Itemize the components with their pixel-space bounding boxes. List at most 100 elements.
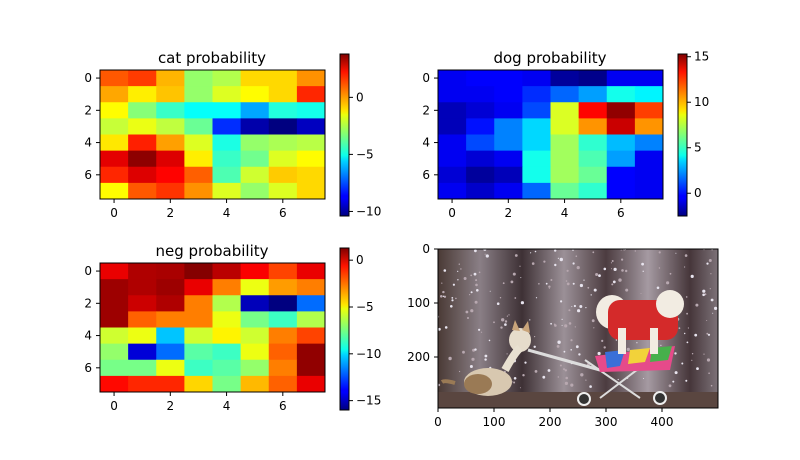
sparkle-dot — [504, 320, 508, 323]
x-tick-label: 0 — [110, 399, 118, 413]
sparkle-dot — [530, 252, 532, 254]
sparkle-dot — [455, 297, 457, 300]
cat-heatmap-frame — [99, 69, 326, 200]
sparkle-dot — [611, 260, 614, 262]
neg-cell-r2-c4 — [212, 295, 242, 312]
x-tick-label: 200 — [539, 415, 562, 429]
sparkle-dot — [564, 324, 568, 328]
y-tick-label: 4 — [84, 136, 92, 150]
cat-cell-r5-c4 — [212, 150, 242, 168]
neg-cell-r0-c5 — [240, 263, 270, 280]
neg-cell-r3-c4 — [212, 311, 242, 328]
cat-cell-r6-c0 — [100, 166, 129, 184]
sparkle-dot — [478, 271, 481, 274]
cat-cell-r4-c2 — [156, 134, 185, 152]
photo-panel: 0 100 200 300 400 0 100 200 — [407, 242, 719, 429]
sparkle-dot — [452, 283, 455, 286]
cat-cell-r3-c2 — [156, 118, 185, 135]
sparkle-dot — [441, 282, 443, 284]
sparkle-dot — [640, 293, 642, 294]
sparkle-dot — [564, 369, 567, 372]
cat-cell-r3-c7 — [296, 118, 326, 135]
cat-cell-r7-c5 — [240, 182, 270, 200]
dog-cell-r3-c1 — [466, 118, 495, 135]
dog-cell-r6-c3 — [522, 166, 551, 184]
sparkle-dot — [442, 290, 445, 294]
sparkle-dot — [625, 288, 629, 292]
cat-cell-r0-c5 — [240, 70, 270, 87]
sparkle-dot — [686, 312, 688, 315]
sparkle-dot — [660, 344, 662, 346]
sparkle-dot — [512, 272, 516, 276]
sparkle-dot — [450, 305, 453, 308]
cat-cell-r4-c0 — [100, 134, 129, 152]
sparkle-dot — [572, 282, 575, 285]
neg-cell-r2-c1 — [128, 295, 157, 312]
sparkle-dot — [496, 302, 500, 306]
sparkle-dot — [534, 336, 536, 338]
sparkle-dot — [710, 273, 712, 275]
neg-cell-r5-c1 — [128, 343, 157, 361]
y-tick-label: 2 — [422, 103, 430, 117]
sparkle-dot — [615, 339, 618, 341]
sparkle-dot — [438, 327, 441, 331]
sparkle-dot — [504, 323, 507, 326]
sparkle-dot — [470, 274, 473, 277]
sparkle-dot — [484, 253, 486, 255]
sparkle-dot — [465, 310, 469, 314]
x-tick-label: 100 — [483, 415, 506, 429]
neg-cell-r7-c3 — [184, 375, 213, 393]
sparkle-dot — [519, 265, 521, 267]
cat-cell-r3-c6 — [268, 118, 298, 135]
dog-cell-r1-c2 — [494, 86, 523, 103]
sparkle-dot — [707, 333, 711, 336]
cat-cell-r0-c7 — [296, 70, 326, 87]
sparkle-dot — [674, 352, 677, 355]
sparkle-dot — [559, 257, 563, 262]
cat-cell-r0-c4 — [212, 70, 242, 87]
dog-cell-r7-c5 — [578, 182, 608, 200]
neg-cell-r0-c0 — [100, 263, 129, 280]
sparkle-dot — [473, 272, 477, 276]
sparkle-dot — [593, 288, 597, 292]
neg-cell-r3-c3 — [184, 311, 213, 328]
sparkle-dot — [513, 381, 516, 384]
dog-cell-r2-c5 — [578, 102, 608, 119]
cat-probability-title: cat probability — [158, 49, 266, 67]
x-tick-label: 2 — [504, 206, 512, 220]
neg-cell-r3-c5 — [240, 311, 270, 328]
cat-cell-r2-c0 — [100, 102, 129, 119]
sparkle-dot — [706, 358, 711, 362]
dog-cell-r6-c2 — [494, 166, 523, 184]
sparkle-dot — [714, 306, 718, 310]
neg-y-ticks: 0 2 4 6 — [84, 264, 100, 375]
neg-cell-r5-c3 — [184, 343, 213, 361]
neg-x-ticks: 0 2 4 6 — [110, 392, 287, 413]
cat-cell-r5-c0 — [100, 150, 129, 168]
sparkle-dot — [488, 339, 491, 342]
sparkle-dot — [557, 257, 560, 259]
sparkle-dot — [658, 251, 661, 254]
neg-cell-r0-c3 — [184, 263, 213, 280]
sparkle-dot — [580, 373, 584, 377]
dog-cell-r6-c7 — [634, 166, 664, 184]
neg-cell-r6-c3 — [184, 359, 213, 377]
cat-cell-r2-c6 — [268, 102, 298, 119]
sparkle-dot — [712, 312, 714, 314]
dog-cell-r1-c3 — [522, 86, 551, 103]
dog-cell-r5-c7 — [634, 150, 664, 168]
sparkle-dot — [534, 250, 537, 253]
sparkle-dot — [672, 380, 675, 383]
photo-frame — [437, 248, 719, 409]
sparkle-dot — [621, 269, 624, 272]
colorbar-tick-label: −5 — [356, 300, 374, 314]
sparkle-dot — [534, 370, 538, 373]
y-tick-label: 2 — [84, 296, 92, 310]
dog-cell-r2-c4 — [550, 102, 580, 119]
sparkle-dot — [674, 371, 678, 375]
cat-cell-r2-c2 — [156, 102, 185, 119]
cat-colorbar-ticks: 0 −5 −10 — [349, 90, 381, 218]
dog-cell-r0-c5 — [578, 70, 608, 87]
dog-cell-r5-c5 — [578, 150, 608, 168]
sparkle-dot — [438, 383, 441, 387]
